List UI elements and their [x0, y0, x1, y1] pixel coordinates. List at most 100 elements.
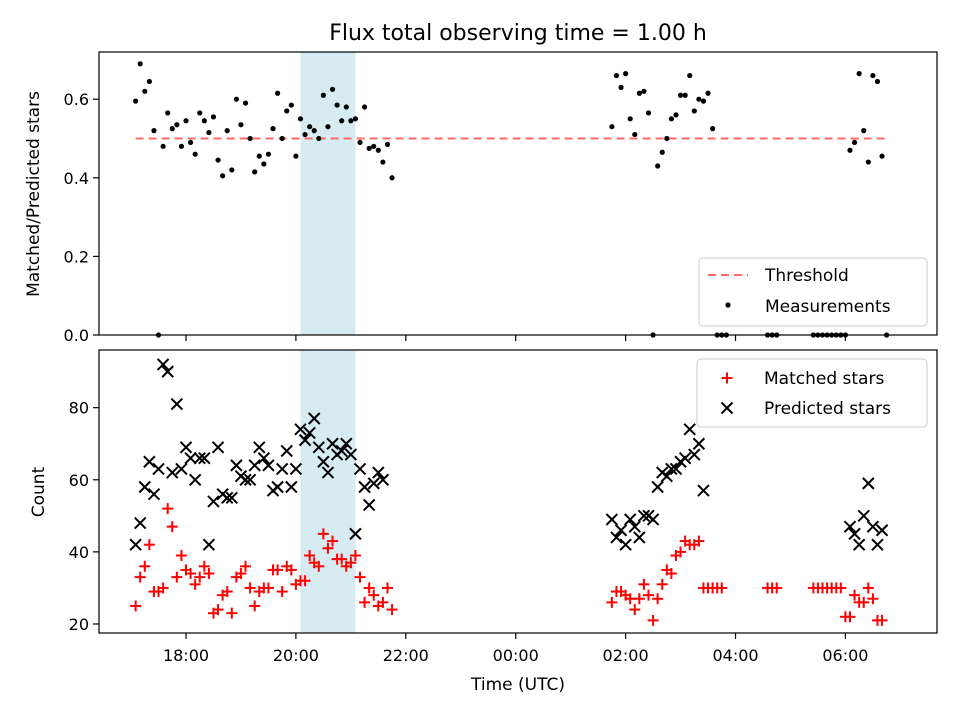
- predicted-star-point: [651, 480, 664, 494]
- measurement-point: [865, 159, 871, 165]
- measurement-point: [160, 143, 166, 149]
- measurement-point: [279, 135, 285, 142]
- predicted-star-point: [202, 538, 216, 551]
- legend-predicted-swatch: [720, 401, 734, 415]
- measurement-point: [357, 139, 363, 146]
- predicted-star-point: [179, 441, 193, 454]
- predicted-star-points: [129, 358, 889, 551]
- matched-star-point: [285, 564, 297, 576]
- matched-star-point: [322, 542, 334, 554]
- measurement-point: [187, 139, 194, 146]
- predicted-star-point: [207, 495, 220, 508]
- measurement-point: [861, 128, 867, 134]
- matched-star-point: [368, 589, 380, 601]
- matched-star-point: [336, 553, 348, 565]
- predicted-star-point: [298, 433, 312, 447]
- predicted-star-point: [308, 412, 321, 425]
- matched-star-point: [185, 568, 197, 580]
- legend-predicted-label: Predicted stars: [764, 399, 891, 419]
- matched-star-point: [629, 604, 641, 616]
- matched-star-point: [162, 503, 174, 515]
- legend-cross-marker: [720, 401, 734, 415]
- matched-star-point: [349, 549, 361, 561]
- measurement-point: [668, 116, 675, 122]
- x-axis-ticks-bottom: 18:00 20:00 22:00 00:00 02:00 04:00 06:00: [163, 633, 868, 665]
- measurement-point: [169, 126, 175, 132]
- legend-top: Threshold Measurements: [698, 257, 928, 327]
- predicted-star-point: [692, 437, 706, 450]
- matched-star-point: [134, 571, 146, 583]
- predicted-star-point: [294, 423, 307, 436]
- matched-star-point: [194, 571, 206, 583]
- measurement-point: [348, 118, 354, 124]
- count-panel: 20 40 60 80 18:00 20:00 22:00 00:00 02:00 04:00 0…: [29, 349, 938, 695]
- matched-star-point: [139, 560, 151, 572]
- measurement-point: [384, 141, 391, 147]
- measurement-point: [371, 143, 377, 149]
- matched-star-point: [313, 560, 325, 572]
- matched-star-point: [844, 611, 856, 623]
- predicted-star-point: [248, 459, 261, 472]
- y-axis-ticks-bottom: 20 40 60 80: [69, 399, 99, 634]
- matched-star-point: [189, 578, 201, 590]
- measurement-point: [307, 124, 313, 130]
- measurement-point: [682, 92, 688, 98]
- measurement-point: [870, 72, 876, 79]
- legend-measurement-label: Measurements: [765, 297, 891, 317]
- matched-star-point: [693, 535, 705, 547]
- predicted-star-point: [614, 524, 628, 537]
- measurement-point: [636, 90, 642, 96]
- predicted-star-point: [289, 462, 303, 476]
- matched-star-point: [835, 582, 847, 594]
- predicted-star-point: [665, 462, 678, 476]
- y-tick-label: 80: [69, 399, 89, 418]
- y-tick-label: 0.4: [64, 169, 89, 188]
- measurement-point: [361, 104, 368, 110]
- matched-star-point: [249, 600, 261, 612]
- matched-star-point: [647, 614, 659, 626]
- measurement-point: [325, 124, 331, 130]
- predicted-star-point: [166, 466, 179, 479]
- plot-frame-bottom: [98, 349, 938, 634]
- measurement-point: [238, 122, 244, 128]
- predicted-star-point: [372, 466, 385, 479]
- measurement-points: [133, 61, 890, 338]
- x-tick-label: 20:00: [273, 646, 319, 665]
- matched-star-point: [862, 582, 874, 594]
- legend-measurement-swatch: [725, 302, 731, 308]
- legend-threshold-label: Threshold: [764, 266, 849, 286]
- predicted-star-point: [152, 462, 165, 476]
- x-axis-label: Time (UTC): [470, 675, 565, 695]
- measurement-point: [224, 128, 230, 134]
- measurement-point: [618, 84, 624, 90]
- measurement-point: [316, 135, 322, 142]
- predicted-star-point: [367, 477, 380, 490]
- matched-star-point: [652, 593, 664, 605]
- predicted-star-point: [134, 516, 147, 530]
- measurement-point: [389, 175, 395, 181]
- predicted-star-point: [138, 480, 151, 494]
- matched-star-point: [244, 582, 256, 594]
- measurement-point: [320, 92, 326, 98]
- predicted-star-point: [275, 462, 289, 476]
- legend-box-bottom: [696, 358, 928, 428]
- legend-matched-label: Matched stars: [764, 369, 884, 389]
- matched-star-points: [130, 503, 888, 626]
- y-tick-label: 0.6: [64, 90, 89, 109]
- measurement-point: [847, 147, 853, 153]
- y-axis-ticks-top: 0.0 0.2 0.4 0.6: [64, 90, 99, 345]
- predicted-star-point: [344, 448, 358, 461]
- measurement-point: [265, 151, 272, 157]
- predicted-star-point: [871, 538, 884, 551]
- matched-star-point: [130, 600, 142, 612]
- matched-star-point: [276, 586, 288, 598]
- legend-bottom: Matched stars Predicted stars: [696, 358, 928, 428]
- predicted-star-point: [170, 397, 184, 411]
- predicted-star-point: [697, 484, 710, 497]
- predicted-star-point: [225, 491, 239, 505]
- predicted-star-point: [358, 480, 371, 494]
- matched-star-point: [171, 571, 183, 583]
- measurement-point: [284, 108, 290, 114]
- predicted-star-point: [280, 444, 293, 458]
- matched-star-point: [377, 596, 389, 608]
